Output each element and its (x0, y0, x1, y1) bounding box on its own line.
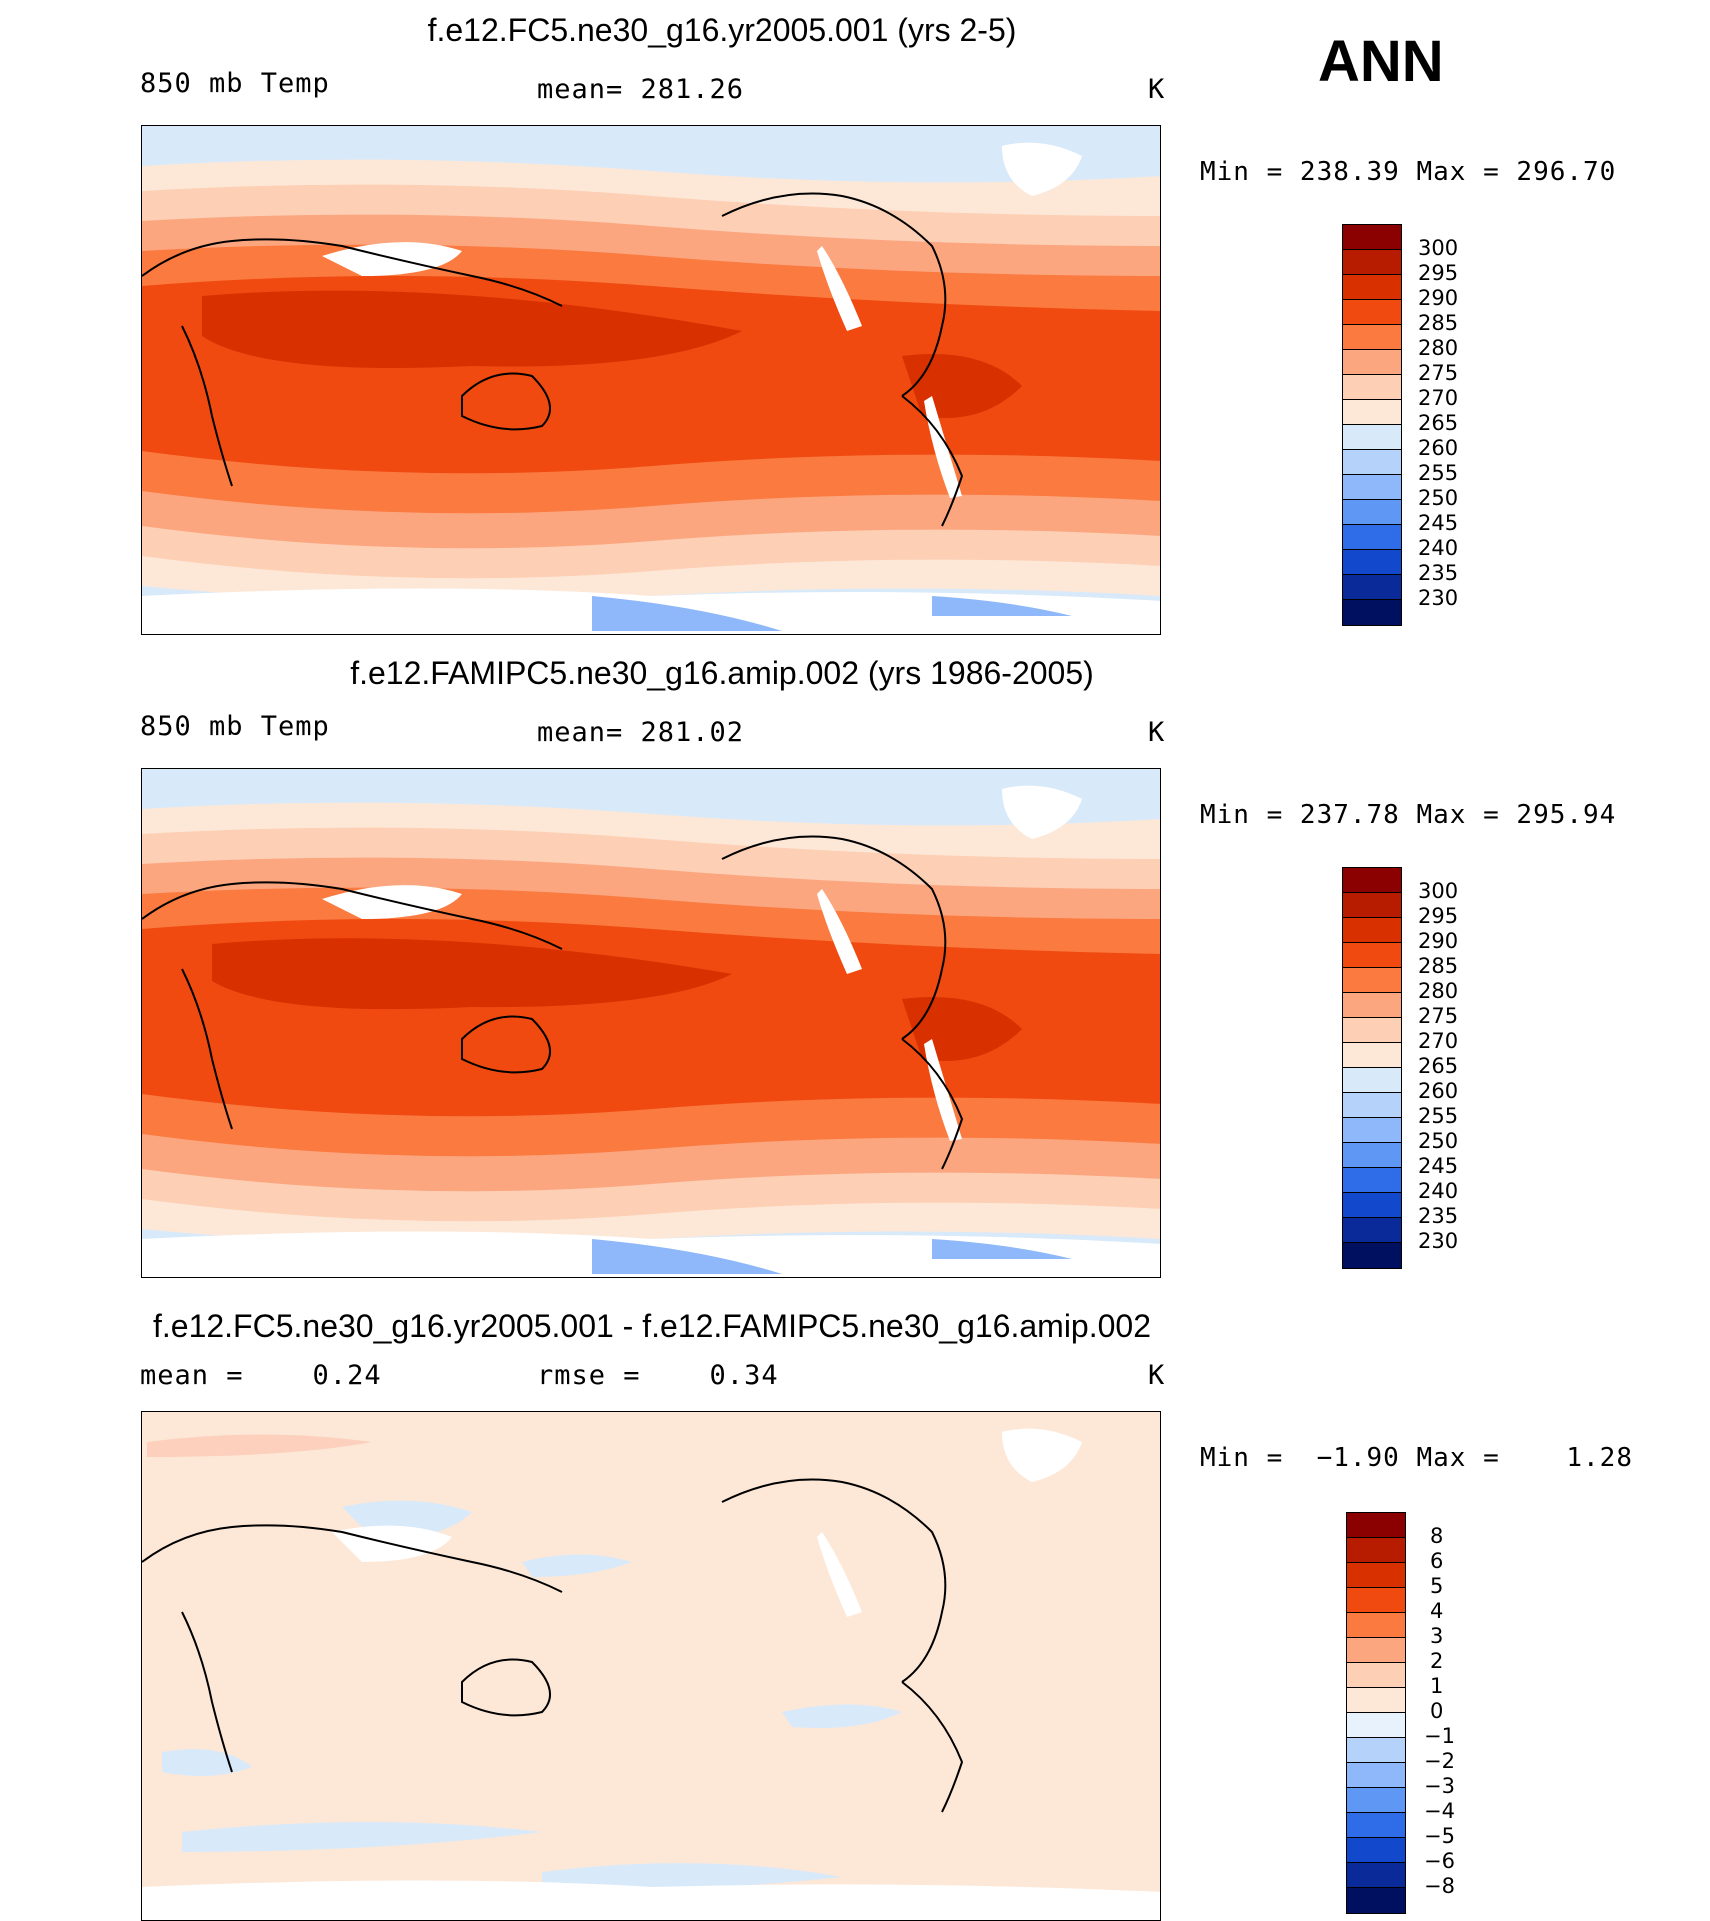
panel2-tick: 255 (1418, 1104, 1459, 1128)
panel3-tick: 1 (1430, 1674, 1444, 1698)
panel2-tick: 275 (1418, 1004, 1459, 1028)
panel2-tick: 230 (1418, 1229, 1459, 1253)
panel3-tick: −3 (1424, 1774, 1455, 1798)
panel3-minmax: Min = −1.90 Max = 1.28 (1200, 1443, 1633, 1473)
panel2-tick: 280 (1418, 979, 1459, 1003)
panel3-tick: 5 (1430, 1574, 1444, 1598)
panel3-tick: 2 (1430, 1649, 1444, 1673)
panel2-tick: 290 (1418, 929, 1459, 953)
panel3-colorbar (1346, 1512, 1406, 1914)
panel2-colorbar (1342, 867, 1402, 1269)
panel2-tick: 265 (1418, 1054, 1459, 1078)
panel3-tick: −4 (1424, 1799, 1455, 1823)
panel2-minmax: Min = 237.78 Max = 295.94 (1200, 800, 1617, 830)
panel3-title: f.e12.FC5.ne30_g16.yr2005.001 - f.e12.FA… (152, 1308, 1151, 1344)
panel3-tick: −6 (1424, 1849, 1455, 1873)
panel1-tick: 265 (1418, 411, 1459, 435)
panel1-tick: 235 (1418, 561, 1459, 585)
panel2-map (141, 768, 1161, 1278)
panel2-title: f.e12.FAMIPC5.ne30_g16.amip.002 (yrs 198… (350, 655, 1094, 691)
panel1-tick: 230 (1418, 586, 1459, 610)
panel2-temperature-field (142, 769, 1160, 1277)
panel1-tick: 280 (1418, 336, 1459, 360)
panel2-tick: 285 (1418, 954, 1459, 978)
panel2-tick: 295 (1418, 904, 1459, 928)
season-label: ANN (1318, 29, 1444, 94)
panel1-map (141, 125, 1161, 635)
panel3-tick: 8 (1430, 1524, 1444, 1548)
panel1-tick: 295 (1418, 261, 1459, 285)
panel1-tick: 290 (1418, 286, 1459, 310)
panel1-tick: 300 (1418, 236, 1459, 260)
panel3-tick: 4 (1430, 1599, 1444, 1623)
panel1-mean-label: mean= 281.26 (537, 74, 745, 105)
panel3-map (141, 1411, 1161, 1921)
panel2-tick: 245 (1418, 1154, 1459, 1178)
panel3-tick: −1 (1424, 1724, 1455, 1748)
panel3-mean-label: mean = 0.24 (140, 1360, 382, 1391)
panel1-minmax: Min = 238.39 Max = 296.70 (1200, 157, 1617, 187)
panel2-tick: 250 (1418, 1129, 1459, 1153)
panel1-units: K (1148, 74, 1166, 105)
panel2-tick: 240 (1418, 1179, 1459, 1203)
panel3-tick: 0 (1430, 1699, 1444, 1723)
panel1-tick: 285 (1418, 311, 1459, 335)
panel1-tick: 275 (1418, 361, 1459, 385)
panel1-tick: 260 (1418, 436, 1459, 460)
panel3-tick: −5 (1424, 1824, 1455, 1848)
panel3-rmse-label: rmse = 0.34 (537, 1360, 779, 1391)
panel3-difference-field (142, 1412, 1160, 1920)
panel3-tick: −2 (1424, 1749, 1455, 1773)
panel3-units: K (1148, 1360, 1166, 1391)
panel2-variable-label: 850 mb Temp (140, 711, 330, 742)
panel2-tick: 300 (1418, 879, 1459, 903)
panel3-tick: 6 (1430, 1549, 1444, 1573)
panel1-tick: 270 (1418, 386, 1459, 410)
panel1-title: f.e12.FC5.ne30_g16.yr2005.001 (yrs 2-5) (427, 12, 1017, 48)
panel2-tick: 260 (1418, 1079, 1459, 1103)
panel1-variable-label: 850 mb Temp (140, 68, 330, 99)
panel2-tick: 235 (1418, 1204, 1459, 1228)
panel2-mean-label: mean= 281.02 (537, 717, 745, 748)
panel2-tick: 270 (1418, 1029, 1459, 1053)
panel1-tick: 250 (1418, 486, 1459, 510)
panel1-temperature-field (142, 126, 1160, 634)
panel3-tick: 3 (1430, 1624, 1444, 1648)
panel1-tick: 245 (1418, 511, 1459, 535)
panel1-colorbar (1342, 224, 1402, 626)
panel3-tick: −8 (1424, 1874, 1455, 1898)
panel1-tick: 240 (1418, 536, 1459, 560)
panel2-units: K (1148, 717, 1166, 748)
panel1-tick: 255 (1418, 461, 1459, 485)
